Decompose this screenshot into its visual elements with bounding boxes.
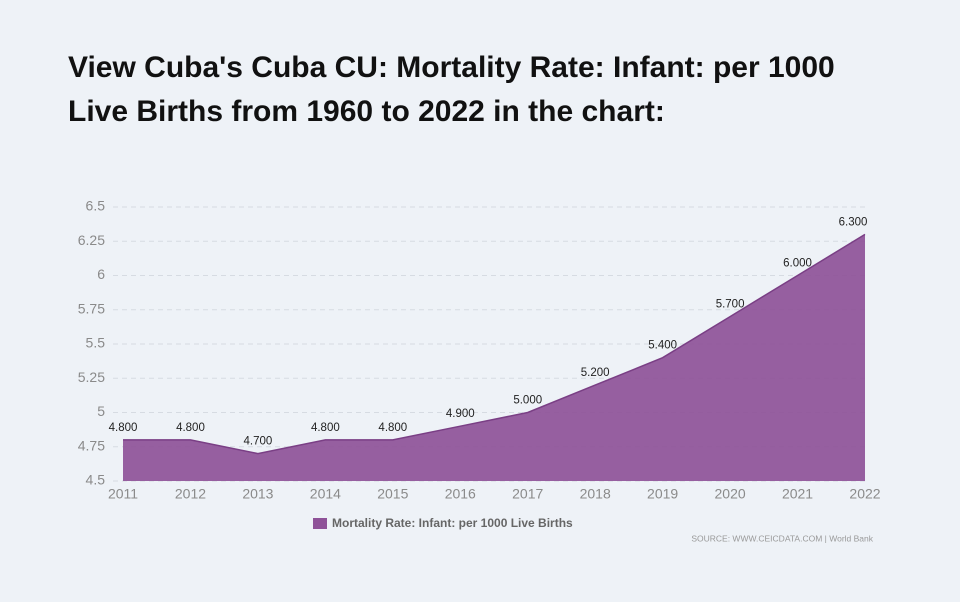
source: SOURCE: WWW.CEICDATA.COM | World Bank — [691, 533, 873, 543]
y-tick-label: 6.5 — [86, 198, 106, 214]
x-tick-label: 2015 — [377, 486, 408, 502]
value-label: 4.800 — [378, 422, 407, 434]
y-tick-label: 6.25 — [78, 232, 105, 248]
x-tick-label: 2020 — [715, 486, 746, 502]
x-tick-label: 2021 — [782, 486, 813, 502]
y-tick-label: 5.75 — [78, 300, 105, 316]
x-tick-label: 2019 — [647, 486, 678, 502]
legend-swatch — [313, 518, 327, 529]
legend-label: Mortality Rate: Infant: per 1000 Live Bi… — [332, 516, 573, 530]
value-label: 4.900 — [446, 408, 475, 420]
value-label: 4.800 — [109, 422, 138, 434]
x-tick-label: 2022 — [849, 486, 880, 502]
area-line — [123, 233, 866, 455]
chart-title: View Cuba's Cuba CU: Mortality Rate: Inf… — [68, 51, 835, 128]
value-label: 5.200 — [581, 367, 610, 379]
y-tick-label: 5 — [97, 403, 105, 419]
value-label: 6.000 — [783, 258, 812, 270]
value-label: 4.800 — [176, 422, 205, 434]
x-tick-label: 2012 — [175, 486, 206, 502]
value-label: 4.700 — [244, 436, 273, 448]
value-label: 4.800 — [311, 422, 340, 434]
y-tick-label: 4.5 — [86, 472, 106, 488]
x-tick-label: 2017 — [512, 486, 543, 502]
y-tick-label: 4.75 — [78, 437, 105, 453]
value-label: 6.300 — [839, 216, 868, 228]
y-tick-label: 6 — [97, 266, 105, 282]
x-tick-label: 2018 — [580, 486, 611, 502]
x-tick-label: 2016 — [445, 486, 476, 502]
x-tick-label: 2014 — [310, 486, 341, 502]
value-label: 5.000 — [513, 395, 542, 407]
area — [123, 234, 865, 481]
value-label: 5.400 — [648, 340, 677, 352]
value-label: 5.700 — [716, 299, 745, 311]
y-tick-label: 5.5 — [86, 335, 106, 351]
x-tick-label: 2013 — [242, 486, 273, 502]
y-tick-label: 5.25 — [78, 369, 105, 385]
x-tick-label: 2011 — [108, 486, 138, 502]
